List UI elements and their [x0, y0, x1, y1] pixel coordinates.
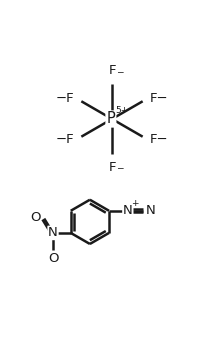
Text: F: F: [108, 64, 116, 77]
Text: −: −: [116, 67, 123, 77]
Text: −F: −F: [56, 92, 75, 105]
Text: N: N: [123, 204, 133, 217]
Text: O: O: [30, 211, 41, 224]
Text: N: N: [48, 226, 58, 239]
Text: F−: F−: [149, 133, 168, 146]
Text: −: −: [116, 163, 123, 172]
Text: +: +: [131, 199, 139, 208]
Text: F−: F−: [149, 92, 168, 105]
Text: N: N: [146, 204, 156, 217]
Text: O: O: [48, 252, 58, 265]
Text: 5+: 5+: [116, 106, 129, 115]
Text: F: F: [108, 161, 116, 174]
Text: P: P: [107, 112, 115, 126]
Text: −F: −F: [56, 133, 75, 146]
